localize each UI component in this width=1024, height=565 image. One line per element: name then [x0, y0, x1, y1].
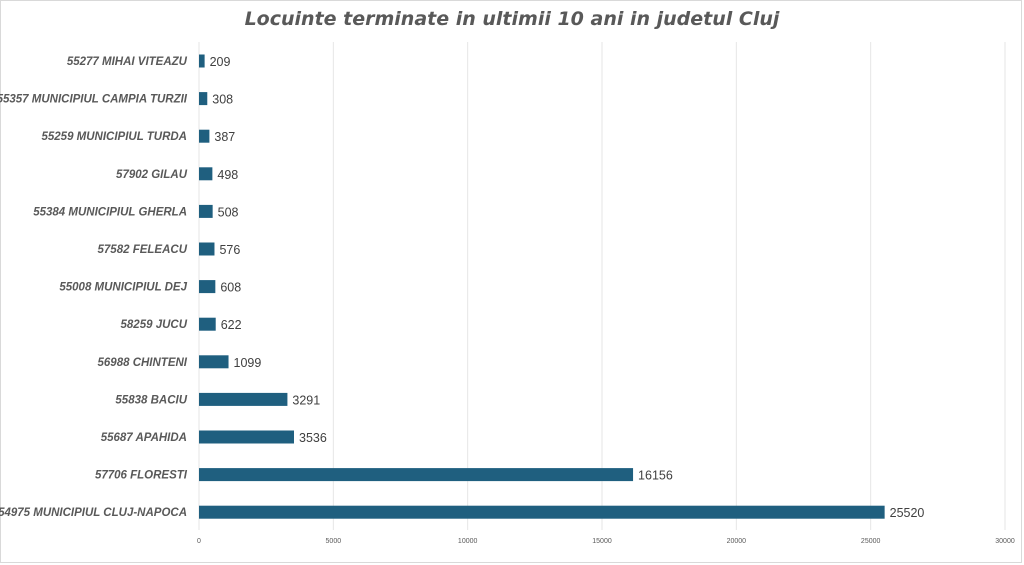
value-labels: 209 308 387 498 508 576 608 622 1099 3291 3536 1615…	[210, 55, 925, 520]
x-tick-label: 30000	[995, 538, 1015, 545]
x-tick-label: 0	[197, 538, 201, 545]
x-tick-label: 15000	[592, 538, 612, 545]
chart-title: Locuinte terminate in ultimii 10 ani in …	[244, 8, 780, 30]
data-label: 3291	[292, 393, 320, 407]
category-label: 55277 MIHAI VITEAZU	[67, 56, 188, 68]
bar	[199, 92, 208, 106]
bars	[199, 54, 885, 519]
bar	[199, 280, 216, 294]
data-label: 209	[210, 55, 231, 69]
category-labels: 55277 MIHAI VITEAZU 55357 MUNICIPIUL CAMP…	[0, 56, 188, 519]
category-label: 55687 APAHIDA	[101, 432, 187, 444]
data-label: 498	[217, 168, 238, 182]
category-label: 55008 MUNICIPIUL DEJ	[59, 282, 187, 294]
x-tick-label: 5000	[326, 538, 342, 545]
data-label: 387	[214, 130, 235, 144]
data-label: 508	[218, 205, 239, 219]
category-label: 55384 MUNICIPIUL GHERLA	[33, 206, 187, 218]
x-axis-ticks: 0 5000 10000 15000 20000 25000 30000	[197, 538, 1015, 545]
data-label: 576	[219, 243, 240, 257]
bar	[199, 355, 229, 369]
bar	[199, 204, 213, 218]
data-label: 308	[212, 93, 233, 107]
bar	[199, 468, 634, 482]
category-label: 55357 MUNICIPIUL CAMPIA TURZII	[0, 94, 188, 106]
x-tick-label: 25000	[861, 538, 881, 545]
data-label: 3536	[299, 431, 327, 445]
bar	[199, 317, 216, 331]
bar	[199, 167, 213, 181]
x-tick-label: 10000	[458, 538, 478, 545]
data-label: 1099	[234, 356, 262, 370]
category-label: 58259 JUCU	[121, 319, 188, 331]
category-label: 55838 BACIU	[115, 394, 187, 406]
category-label: 55259 MUNICIPIUL TURDA	[42, 131, 188, 143]
data-label: 25520	[890, 506, 925, 520]
bar	[199, 392, 288, 406]
category-label: 57706 FLORESTI	[95, 470, 188, 482]
category-label: 54975 MUNICIPIUL CLUJ-NAPOCA	[0, 507, 187, 519]
category-label: 56988 CHINTENI	[98, 357, 188, 369]
bar	[199, 242, 215, 256]
gridlines	[198, 42, 1006, 530]
bar	[199, 54, 205, 68]
category-label: 57902 GILAU	[116, 169, 188, 181]
bar	[199, 505, 885, 519]
x-tick-label: 20000	[727, 538, 747, 545]
data-label: 16156	[638, 469, 673, 483]
bar	[199, 430, 295, 444]
data-label: 608	[220, 281, 241, 295]
bar	[199, 129, 210, 143]
data-label: 622	[221, 318, 242, 332]
category-label: 57582 FELEACU	[98, 244, 188, 256]
